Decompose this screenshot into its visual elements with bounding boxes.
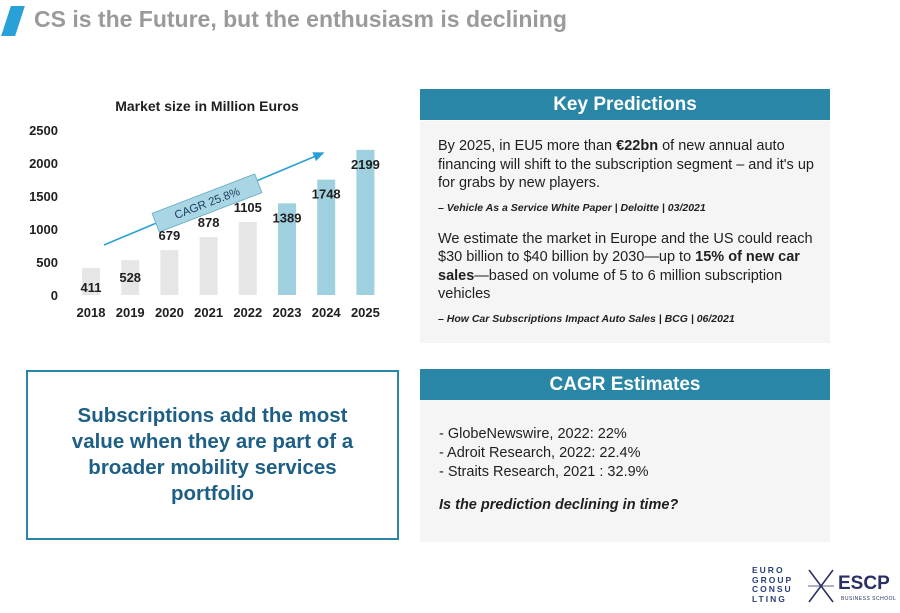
escp-logo-subtitle: BUSINESS SCHOOL: [841, 596, 897, 602]
logo-line: CONSU: [752, 584, 793, 594]
escp-x-mark-icon: [808, 569, 834, 603]
prediction-1-text-end: of new annual auto financing will shift …: [438, 138, 814, 191]
data-label: 1389: [273, 210, 302, 225]
market-size-chart: Market size in Million Euros 0 500 1000 1500…: [0, 86, 400, 326]
eurogroup-consulting-logo: EURO GROUP CONSU LTING: [752, 565, 800, 604]
x-tick-label: 2021: [194, 305, 223, 320]
prediction-1-text-start: By 2025, in EU5 more than: [438, 138, 617, 154]
key-predictions-header: Key Predictions: [420, 89, 830, 120]
bar: [278, 203, 296, 295]
cagr-question: Is the prediction declining in time?: [439, 497, 679, 513]
data-label: 2199: [351, 157, 380, 172]
x-tick-label: 2019: [116, 305, 145, 320]
cagr-annotation-box: [151, 173, 263, 233]
data-label: 679: [159, 228, 181, 243]
title-accent-bar: [1, 6, 25, 36]
prediction-paragraph-1: By 2025, in EU5 more than €22bn of new a…: [438, 137, 816, 193]
data-label: 411: [81, 280, 102, 295]
data-label: 1748: [312, 187, 341, 202]
cagr-item: - GlobeNewswire, 2022: 22%: [439, 426, 627, 442]
cagr-estimates-header: CAGR Estimates: [420, 369, 830, 400]
cagr-list: - GlobeNewswire, 2022: 22% - Adroit Rese…: [439, 425, 816, 482]
logo-line: GROUP: [752, 574, 794, 585]
logo-line: LTING: [752, 593, 787, 604]
y-tick-label: 0: [51, 288, 58, 303]
prediction-paragraph-2: We estimate the market in Europe and the…: [438, 230, 816, 304]
x-tick-label: 2020: [155, 305, 184, 320]
bar: [199, 237, 218, 295]
x-tick-label: 2025: [351, 305, 380, 320]
cagr-item: - Straits Research, 2021 : 32.9%: [439, 464, 649, 480]
data-label: 528: [119, 270, 141, 285]
key-predictions-body: By 2025, in EU5 more than €22bn of new a…: [420, 121, 830, 343]
escp-logo-text: ESCP: [838, 573, 890, 594]
y-tick-label: 1000: [29, 222, 58, 237]
cagr-item: - Adroit Research, 2022: 22.4%: [439, 445, 641, 461]
prediction-source-1: – Vehicle As a Service White Paper | Del…: [438, 201, 706, 214]
chart-svg: Market size in Million Euros 0 500 1000 1500…: [29, 98, 380, 320]
data-label: 878: [198, 215, 220, 230]
x-tick-label: 2024: [312, 305, 342, 320]
bar: [160, 250, 179, 295]
prediction-2-highlight: 15% of new car sales: [438, 249, 800, 284]
prediction-source-2: – How Car Subscriptions Impact Auto Sale…: [438, 312, 735, 325]
y-tick-label: 500: [36, 255, 58, 270]
x-tick-label: 2018: [77, 305, 106, 320]
bar: [317, 179, 336, 295]
y-tick-label: 2000: [29, 156, 58, 171]
callout-text: Subscriptions add the most value when th…: [71, 404, 354, 505]
bar: [238, 222, 257, 295]
callout-box: Subscriptions add the most value when th…: [26, 370, 399, 540]
x-tick-label: 2022: [233, 305, 262, 320]
bar: [356, 149, 375, 295]
logo-line: EURO: [752, 565, 785, 575]
y-tick-label: 1500: [29, 189, 58, 204]
bar: [82, 267, 100, 295]
x-tick-label: 2023: [273, 305, 302, 320]
prediction-2-text-end: —based on volume of 5 to 6 million subsc…: [438, 267, 783, 303]
bar: [121, 260, 140, 295]
data-label: 1105: [234, 200, 262, 215]
slide-title: CS is the Future, but the enthusiasm is …: [34, 6, 567, 32]
prediction-2-text-start: We estimate the market in Europe and the…: [438, 230, 813, 266]
chart-title: Market size in Million Euros: [115, 98, 299, 114]
prediction-1-highlight: €22bn: [616, 138, 659, 154]
y-tick-label: 2500: [29, 123, 58, 138]
cagr-estimates-body: - GlobeNewswire, 2022: 22% - Adroit Rese…: [420, 400, 830, 542]
